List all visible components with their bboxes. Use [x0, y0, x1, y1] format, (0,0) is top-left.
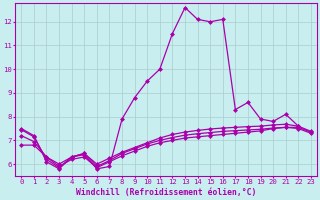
- X-axis label: Windchill (Refroidissement éolien,°C): Windchill (Refroidissement éolien,°C): [76, 188, 256, 197]
